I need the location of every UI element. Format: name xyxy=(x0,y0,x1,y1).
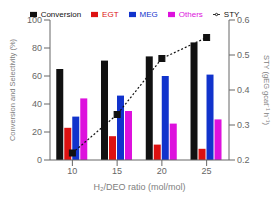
svg-text:15: 15 xyxy=(112,166,122,176)
html-text:MEG: MEG xyxy=(139,10,158,19)
svg-text:0.5: 0.5 xyxy=(237,50,250,60)
svg-text:60: 60 xyxy=(32,71,42,81)
svg-text:20: 20 xyxy=(157,166,167,176)
svg-text:STY (gEG gcat⁻¹ h⁻¹): STY (gEG gcat⁻¹ h⁻¹) xyxy=(262,55,271,126)
svg-text:20: 20 xyxy=(32,127,42,137)
svg-text:Conversion and Selectivity (%): Conversion and Selectivity (%) xyxy=(8,38,17,141)
html-text:STY: STY xyxy=(223,10,240,19)
svg-text:0.3: 0.3 xyxy=(237,120,250,130)
svg-text:H₂/DEO ratio (mol/mol): H₂/DEO ratio (mol/mol) xyxy=(93,182,185,192)
svg-text:0: 0 xyxy=(37,155,42,165)
svg-text:0.4: 0.4 xyxy=(237,85,250,95)
svg-text:10: 10 xyxy=(67,166,77,176)
html-text:EGT: EGT xyxy=(102,10,119,19)
svg-text:40: 40 xyxy=(32,99,42,109)
html-text:Others: Others xyxy=(178,10,203,19)
svg-text:80: 80 xyxy=(32,43,42,53)
svg-text:25: 25 xyxy=(202,166,212,176)
svg-text:0.2: 0.2 xyxy=(237,155,250,165)
html-text:Conversion: Conversion xyxy=(40,10,82,19)
svg-text:100: 100 xyxy=(27,15,42,25)
svg-text:0.6: 0.6 xyxy=(237,15,250,25)
